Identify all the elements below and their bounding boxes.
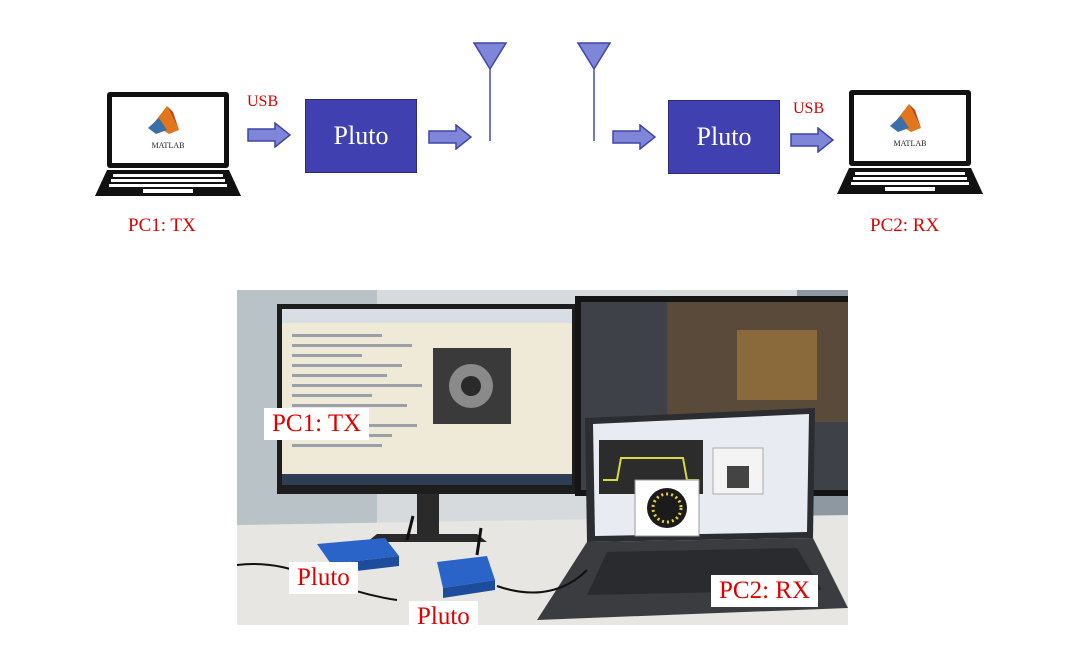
rx-pc-label: PC2: RX bbox=[870, 215, 940, 236]
tx-antenna-icon bbox=[472, 42, 508, 141]
rx-pluto-label: Pluto bbox=[696, 122, 752, 151]
rx-antenna-icon bbox=[576, 42, 612, 141]
tx-pluto-label: Pluto bbox=[333, 121, 389, 150]
tx-usb-label: USB bbox=[247, 93, 279, 110]
photo-pluto-right-label: Pluto bbox=[409, 601, 478, 633]
pluto-device-right-icon bbox=[437, 527, 495, 598]
rx-pluto-box: Pluto bbox=[668, 100, 780, 174]
matlab-logo-text: MATLAB bbox=[152, 141, 185, 150]
rx-laptop-icon: MATLAB bbox=[837, 90, 983, 194]
photo-pc1-label: PC1: TX bbox=[264, 408, 370, 440]
tx-pc-label: PC1: TX bbox=[128, 215, 196, 236]
photo-pluto-left-label: Pluto bbox=[289, 562, 358, 594]
rx-usb-label: USB bbox=[793, 100, 825, 117]
tx-pluto-box: Pluto bbox=[305, 99, 417, 173]
rx-usb-arrow-icon bbox=[790, 127, 834, 153]
rx-rf-arrow-icon bbox=[612, 124, 656, 150]
tx-usb-arrow-icon bbox=[247, 122, 291, 148]
lab-setup-photo: PC1: TX PC2: RX Pluto bbox=[237, 290, 848, 625]
tx-laptop-icon: MATLAB bbox=[95, 92, 241, 196]
matlab-logo-icon bbox=[890, 104, 921, 132]
tx-rf-arrow-icon bbox=[428, 124, 472, 150]
matlab-logo-text: MATLAB bbox=[894, 139, 927, 148]
photo-pc2-label: PC2: RX bbox=[711, 575, 819, 607]
matlab-logo-icon bbox=[148, 106, 179, 134]
